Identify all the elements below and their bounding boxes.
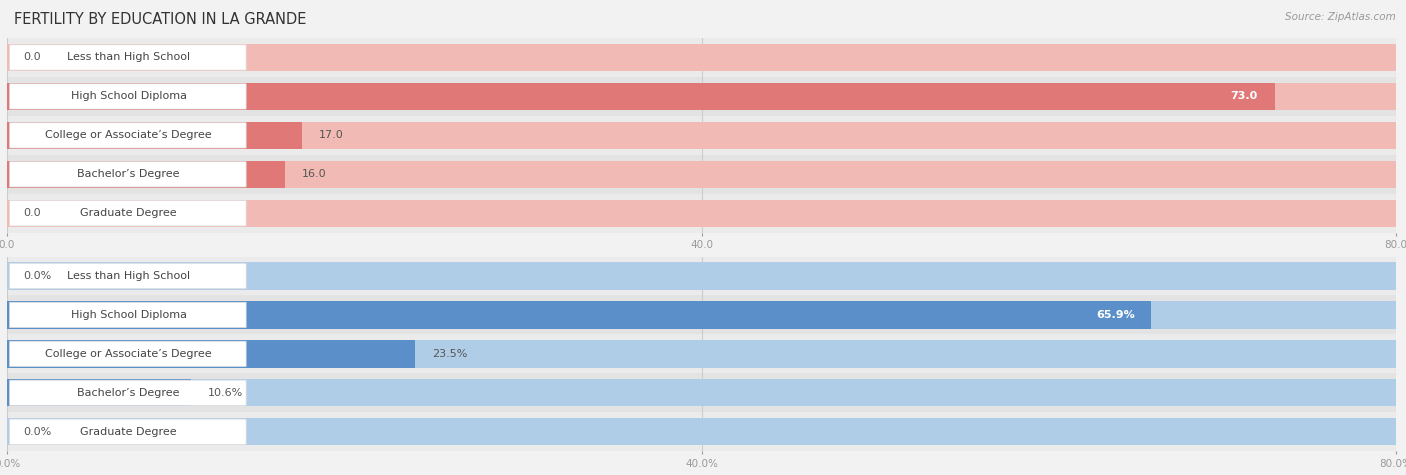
Bar [7, 83, 1275, 110]
FancyBboxPatch shape [10, 341, 246, 367]
Text: FERTILITY BY EDUCATION IN LA GRANDE: FERTILITY BY EDUCATION IN LA GRANDE [14, 12, 307, 27]
Text: 16.0: 16.0 [301, 169, 326, 180]
Bar [7, 161, 1396, 188]
Text: High School Diploma: High School Diploma [70, 310, 187, 320]
Text: Source: ZipAtlas.com: Source: ZipAtlas.com [1285, 12, 1396, 22]
Bar [7, 379, 191, 407]
Bar [7, 38, 1396, 77]
FancyBboxPatch shape [10, 123, 246, 148]
Bar [7, 379, 1396, 407]
Text: 0.0%: 0.0% [24, 427, 52, 437]
Bar [7, 161, 285, 188]
Text: 0.0: 0.0 [24, 208, 41, 219]
FancyBboxPatch shape [10, 380, 246, 406]
Bar [7, 340, 415, 368]
Bar [7, 418, 1396, 446]
Bar [7, 122, 302, 149]
Text: 65.9%: 65.9% [1095, 310, 1135, 320]
Bar [7, 412, 1396, 451]
Text: Bachelor’s Degree: Bachelor’s Degree [77, 169, 180, 180]
Bar [7, 116, 1396, 155]
Bar [7, 194, 1396, 233]
Bar [7, 200, 1396, 227]
Bar [7, 256, 1396, 295]
Bar [7, 262, 1396, 290]
Bar [7, 83, 1396, 110]
Text: Bachelor’s Degree: Bachelor’s Degree [77, 388, 180, 398]
Text: College or Associate’s Degree: College or Associate’s Degree [45, 130, 212, 141]
Text: 10.6%: 10.6% [208, 388, 243, 398]
Text: 0.0: 0.0 [24, 52, 41, 63]
Bar [7, 334, 1396, 373]
Bar [7, 155, 1396, 194]
Text: 17.0: 17.0 [319, 130, 343, 141]
Bar [7, 295, 1396, 334]
Bar [7, 44, 1396, 71]
Text: 23.5%: 23.5% [432, 349, 467, 359]
Bar [7, 77, 1396, 116]
Bar [7, 340, 1396, 368]
Text: High School Diploma: High School Diploma [70, 91, 187, 102]
Text: 0.0%: 0.0% [24, 271, 52, 281]
Text: Less than High School: Less than High School [67, 271, 190, 281]
FancyBboxPatch shape [10, 419, 246, 445]
Text: Graduate Degree: Graduate Degree [80, 208, 177, 219]
Bar [7, 301, 1152, 329]
FancyBboxPatch shape [10, 84, 246, 109]
Text: Less than High School: Less than High School [67, 52, 190, 63]
Text: Graduate Degree: Graduate Degree [80, 427, 177, 437]
Text: 73.0: 73.0 [1230, 91, 1258, 102]
FancyBboxPatch shape [10, 200, 246, 226]
Text: College or Associate’s Degree: College or Associate’s Degree [45, 349, 212, 359]
Bar [7, 122, 1396, 149]
FancyBboxPatch shape [10, 162, 246, 187]
Bar [7, 301, 1396, 329]
FancyBboxPatch shape [10, 263, 246, 289]
Bar [7, 373, 1396, 412]
FancyBboxPatch shape [10, 302, 246, 328]
FancyBboxPatch shape [10, 45, 246, 70]
